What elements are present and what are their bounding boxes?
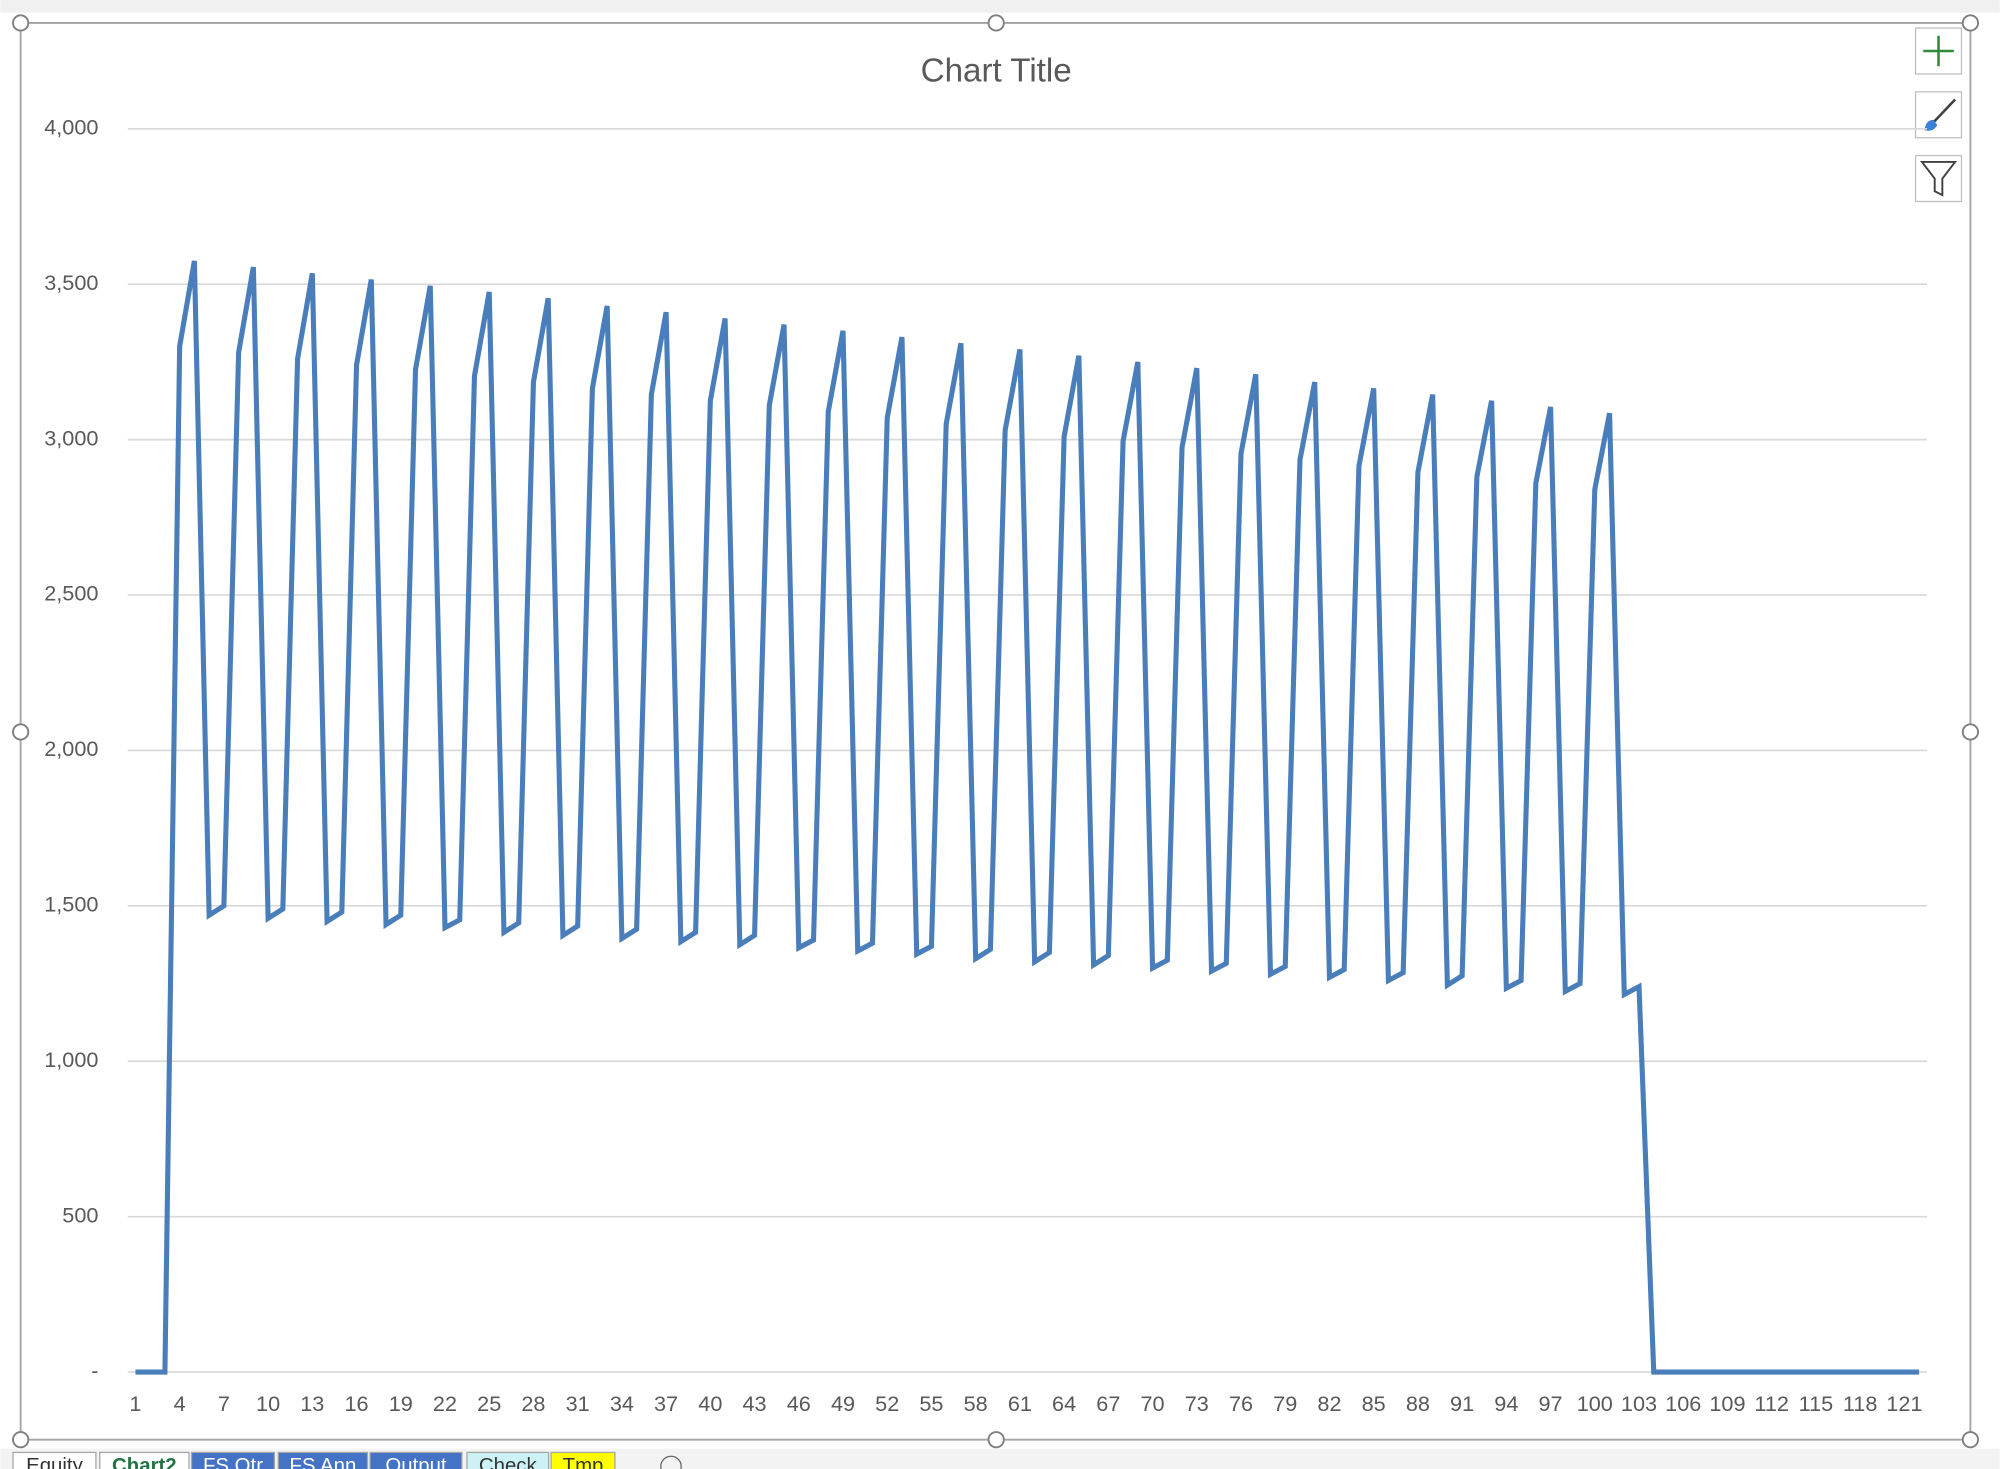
x-tick-label: 19 <box>389 1391 413 1416</box>
x-tick-label: 88 <box>1406 1391 1430 1416</box>
handle[interactable] <box>987 14 1005 32</box>
x-tick-label: 40 <box>698 1391 722 1416</box>
x-tick-label: 106 <box>1665 1391 1701 1416</box>
sheet-tab-label: Equity <box>26 1455 83 1469</box>
x-tick-label: 76 <box>1229 1391 1253 1416</box>
x-tick-label: 82 <box>1317 1391 1341 1416</box>
sheet-tab[interactable] <box>12 1451 97 1469</box>
sheet-tab[interactable] <box>99 1451 190 1469</box>
x-tick-label: 28 <box>521 1391 545 1416</box>
chart-styles-button[interactable] <box>1914 91 1963 139</box>
y-tick-label: 4,000 <box>44 115 98 140</box>
data-line <box>135 260 1920 1375</box>
x-tick-label: 64 <box>1052 1391 1076 1416</box>
handle[interactable] <box>987 1431 1005 1449</box>
x-tick-label: 97 <box>1539 1391 1563 1416</box>
x-tick-label: 118 <box>1843 1391 1878 1416</box>
x-tick-label: 13 <box>300 1391 324 1416</box>
chart-title: Chart Title <box>921 52 1072 89</box>
sheet-tabs: Equity Chart2 FS Qtr FS Ann Output Check Tmp <box>12 1451 682 1469</box>
sheet-tab[interactable] <box>550 1451 616 1469</box>
x-tick-label: 85 <box>1362 1391 1386 1416</box>
x-tick-label: 34 <box>610 1391 634 1416</box>
brush-icon <box>1932 98 1957 124</box>
x-tick-label: 94 <box>1494 1391 1518 1416</box>
y-tick-label: 2,000 <box>44 736 98 761</box>
sheet-tab-label: Tmp <box>563 1455 604 1469</box>
x-tick-label: 112 <box>1754 1391 1789 1416</box>
handle[interactable] <box>12 14 30 32</box>
sheet-tab-label: Chart2 <box>112 1455 177 1469</box>
sheet-tab[interactable] <box>466 1451 550 1469</box>
y-tick-label: 3,000 <box>44 425 98 450</box>
x-tick-label: 121 <box>1886 1391 1922 1416</box>
x-tick-label: 43 <box>743 1391 767 1416</box>
handle[interactable] <box>1961 1431 1980 1449</box>
sheet-tab-label: FS Ann <box>289 1455 356 1469</box>
resize-handles <box>12 14 1980 1449</box>
x-tick-label: 16 <box>345 1391 369 1416</box>
x-tick-label: 37 <box>654 1391 678 1416</box>
x-tick-label: 7 <box>218 1391 230 1416</box>
x-tick-label: 79 <box>1273 1391 1297 1416</box>
sheet-tab[interactable] <box>369 1451 463 1469</box>
x-tick-label: 115 <box>1799 1391 1834 1416</box>
handle[interactable] <box>12 723 30 741</box>
x-tick-label: 46 <box>787 1391 811 1416</box>
y-tick-label: 3,500 <box>44 270 98 295</box>
y-tick-label: 500 <box>62 1202 98 1227</box>
y-tick-label: - <box>91 1358 98 1383</box>
handle[interactable] <box>12 1431 30 1449</box>
plus-icon <box>1923 35 1954 67</box>
top-strip <box>0 0 2000 13</box>
y-tick-label: 2,500 <box>44 581 98 606</box>
handle[interactable] <box>1961 723 1980 741</box>
sheet-tab[interactable] <box>190 1451 276 1469</box>
x-tick-label: 49 <box>831 1391 855 1416</box>
add-sheet-button[interactable] <box>660 1455 682 1469</box>
x-tick-label: 58 <box>964 1391 988 1416</box>
y-tick-label: 1,000 <box>44 1047 98 1072</box>
y-tick-label: 1,500 <box>44 892 98 917</box>
x-tick-label: 22 <box>433 1391 457 1416</box>
x-tick-label: 55 <box>919 1391 943 1416</box>
sheet-tab[interactable] <box>277 1451 369 1469</box>
x-tick-label: 31 <box>566 1391 590 1416</box>
sheet-tab-label: FS Qtr <box>203 1455 263 1469</box>
x-tick-label: 10 <box>256 1391 280 1416</box>
brush-tip <box>1924 119 1938 131</box>
x-tick-label: 4 <box>174 1391 186 1416</box>
x-tick-label: 100 <box>1577 1391 1613 1416</box>
chart-buttons <box>1914 27 1963 203</box>
x-tick-label: 103 <box>1621 1391 1657 1416</box>
sheet-tab-label: Check <box>479 1455 538 1469</box>
handle[interactable] <box>1961 14 1980 32</box>
plot-area: - 500 1,000 1,500 2,000 2,500 3,000 3,500 4,000 1… <box>44 115 1928 1416</box>
x-tick-label: 109 <box>1709 1391 1745 1416</box>
x-tick-label: 52 <box>875 1391 899 1416</box>
x-tick-label: 61 <box>1008 1391 1032 1416</box>
x-tick-label: 25 <box>477 1391 501 1416</box>
x-tick-label: 1 <box>129 1391 141 1416</box>
x-tick-label: 70 <box>1141 1391 1165 1416</box>
filter-icon <box>1920 160 1958 197</box>
x-tick-label: 67 <box>1096 1391 1120 1416</box>
sheet-tab-label: Output <box>385 1455 447 1469</box>
x-tick-label: 91 <box>1450 1391 1474 1416</box>
x-tick-label: 73 <box>1185 1391 1209 1416</box>
